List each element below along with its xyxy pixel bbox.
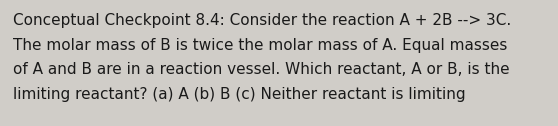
Text: Conceptual Checkpoint 8.4: Consider the reaction A + 2B --> 3C.: Conceptual Checkpoint 8.4: Consider the … (13, 13, 511, 28)
Text: limiting reactant? (a) A (b) B (c) Neither reactant is limiting: limiting reactant? (a) A (b) B (c) Neith… (13, 87, 465, 102)
Text: of A and B are in a reaction vessel. Which reactant, A or B, is the: of A and B are in a reaction vessel. Whi… (13, 62, 509, 77)
Text: The molar mass of B is twice the molar mass of A. Equal masses: The molar mass of B is twice the molar m… (13, 38, 507, 53)
